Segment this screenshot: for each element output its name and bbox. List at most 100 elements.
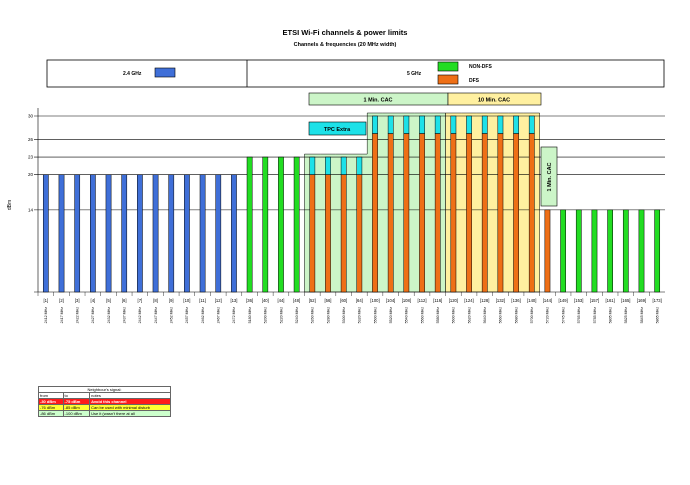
y-tick-label: 23 [28, 155, 34, 160]
channel-label: [52] [309, 298, 316, 303]
channel-label: [1] [44, 298, 49, 303]
tpc-extra-bar [528, 115, 535, 134]
y-tick-label: 26 [28, 137, 34, 142]
channel-label: [124] [464, 298, 473, 303]
cac-1min-vertical-label: 1 Min. CAC [547, 162, 553, 191]
frequency-label: 5845 MHz [640, 307, 644, 324]
frequency-label: 5240 MHz [295, 307, 299, 324]
frequency-label: 5600 MHz [452, 307, 456, 324]
channel-bar [325, 174, 331, 293]
frequency-label: 5640 MHz [483, 307, 487, 324]
channel-bar [622, 209, 629, 293]
channel-label: [48] [293, 298, 300, 303]
channel-bar [184, 174, 190, 293]
channel-bar [199, 174, 206, 293]
channel-bar [262, 156, 269, 293]
channel-label: [144] [543, 298, 552, 303]
frequency-label: 5720 MHz [546, 307, 550, 324]
tpc-extra-bar [434, 115, 441, 134]
channel-bar [246, 156, 253, 293]
channel-label: [36] [246, 298, 253, 303]
frequency-label: 5745 MHz [561, 307, 565, 324]
frequency-label: 5280 MHz [326, 307, 330, 324]
channel-label: [12] [215, 298, 222, 303]
channel-label: [173] [652, 298, 661, 303]
frequency-label: 5260 MHz [311, 307, 315, 324]
y-tick-label: 20 [28, 172, 34, 177]
tpc-extra-bar [372, 115, 378, 134]
channel-label: [60] [340, 298, 347, 303]
axis-label-layer: [1] 2412 MHz [2] 2417 MHz [3] 2422 MHz [4] 2427… [37, 292, 662, 324]
channel-label: [132] [496, 298, 505, 303]
tpc-extra-bar [340, 156, 347, 175]
legend-dfs-swatch [437, 74, 459, 85]
channel-bar [90, 174, 96, 293]
channel-label: [3] [75, 298, 80, 303]
channel-bar [152, 174, 159, 293]
channel-label: [136] [511, 298, 520, 303]
channel-label: [149] [558, 298, 567, 303]
channel-bar [74, 174, 81, 293]
frequency-label: 2467 MHz [217, 307, 221, 324]
y-axis-label: dBm [7, 200, 13, 210]
frequency-label: 5700 MHz [530, 307, 534, 324]
channel-bar [591, 209, 598, 293]
frequency-label: 2417 MHz [60, 307, 64, 324]
channel-label: [116] [433, 298, 442, 303]
frequency-label: 5200 MHz [264, 307, 268, 324]
frequency-label: 2427 MHz [91, 307, 95, 324]
legend-non-dfs-swatch [437, 61, 459, 72]
frequency-label: 5805 MHz [608, 307, 612, 324]
tpc-extra-bar [450, 115, 457, 134]
frequency-label: 5180 MHz [248, 307, 252, 324]
channel-label: [165] [621, 298, 630, 303]
frequency-label: 5765 MHz [577, 307, 581, 324]
channel-bar [654, 209, 661, 293]
channel-label: [169] [637, 298, 646, 303]
channel-label: [13] [230, 298, 237, 303]
channel-label: [128] [480, 298, 489, 303]
tpc-extra-label: TPC Extra [324, 127, 351, 133]
legend-dfs-label: DFS [469, 78, 480, 84]
frequency-label: 5300 MHz [342, 307, 346, 324]
frequency-label: 5825 MHz [624, 307, 628, 324]
legend-band-24-label: 2.4 GHz [123, 71, 142, 77]
channel-label: [112] [418, 298, 427, 303]
channel-bar [403, 133, 410, 293]
channel-bar [607, 209, 613, 293]
frequency-label: 5540 MHz [405, 307, 409, 324]
channel-bar [121, 174, 128, 293]
channel-bar [638, 209, 645, 293]
channel-bar [419, 133, 425, 293]
channel-bar [387, 133, 394, 293]
signal-row-use: -86 dBm -100 dBm Use it (wasn't there at… [38, 410, 171, 417]
tpc-extra-bar [497, 115, 504, 134]
channel-label: [56] [324, 298, 331, 303]
frequency-label: 2432 MHz [107, 307, 111, 324]
channel-label: [161] [605, 298, 614, 303]
frequency-label: 2462 MHz [201, 307, 205, 324]
frequency-label: 2412 MHz [44, 307, 48, 324]
cac-1min-header-label: 1 Min. CAC [363, 98, 392, 104]
frequency-label: 5660 MHz [499, 307, 503, 324]
signal-cell-notes: Use it (wasn't there at all [89, 410, 171, 417]
legend-non-dfs-label: NON-DFS [469, 64, 492, 70]
legend-band-24-swatch [154, 67, 176, 78]
channel-bar [466, 133, 472, 293]
channel-bar [137, 174, 143, 293]
channel-bar [560, 209, 566, 293]
frequency-label: 2442 MHz [138, 307, 142, 324]
channel-label: [100] [370, 298, 379, 303]
cac-10min-band [445, 112, 540, 293]
bar-layer [42, 115, 661, 293]
channel-bar [497, 133, 504, 293]
channel-bar [481, 133, 488, 293]
frequency-label: 5865 MHz [655, 307, 659, 324]
tpc-extra-bar [325, 156, 331, 175]
channel-label: [64] [356, 298, 363, 303]
channel-bar [544, 209, 551, 293]
channel-label: [40] [262, 298, 269, 303]
channel-bar [231, 174, 237, 293]
y-tick-label: 30 [28, 114, 34, 119]
